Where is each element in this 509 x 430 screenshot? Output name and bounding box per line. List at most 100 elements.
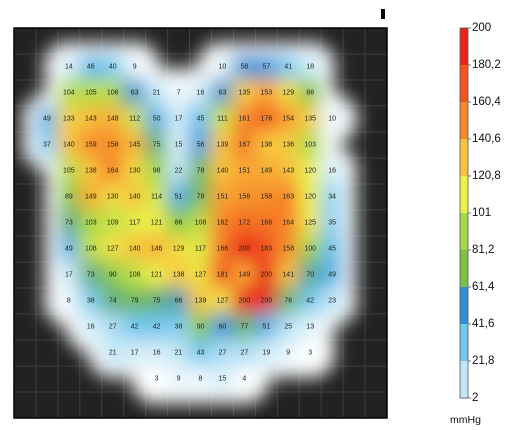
cell-value-label: 63 — [219, 90, 227, 97]
cell-value-label: 149 — [260, 168, 272, 175]
cell-value-label: 7 — [177, 90, 181, 97]
cell-value-label: 77 — [240, 324, 248, 331]
heat-cell — [166, 157, 191, 185]
cell-value-label: 121 — [151, 220, 163, 227]
heat-cell — [298, 235, 323, 263]
heat-cell — [188, 183, 213, 211]
cell-value-label: 151 — [239, 168, 251, 175]
heat-cell — [298, 157, 323, 185]
legend-tick-label: 81,2 — [472, 244, 494, 256]
cell-value-label: 130 — [107, 194, 119, 201]
cell-value-label: 164 — [107, 168, 119, 175]
cell-value-label: 17 — [65, 272, 73, 279]
cell-value-label: 176 — [260, 116, 272, 123]
heat-cell — [254, 53, 279, 81]
heat-cell — [276, 131, 301, 159]
heat-cell — [56, 105, 81, 133]
heat-cell — [100, 339, 125, 367]
cell-value-label: 166 — [217, 246, 229, 253]
heat-cell — [298, 287, 323, 315]
legend-swatch — [460, 287, 468, 325]
cell-value-label: 98 — [153, 168, 161, 175]
cell-value-label: 50 — [153, 116, 161, 123]
cell-value-label: 133 — [63, 116, 75, 123]
heat-cell — [78, 287, 103, 315]
heat-cell — [166, 313, 191, 341]
cell-value-label: 63 — [131, 90, 139, 97]
heat-cell — [144, 313, 169, 341]
heat-cell — [188, 79, 213, 107]
heat-cell — [276, 287, 301, 315]
heat-cell — [276, 105, 301, 133]
heat-cell — [254, 79, 279, 107]
cell-value-label: 19 — [262, 350, 270, 357]
cell-value-label: 138 — [260, 142, 272, 149]
heat-cell — [276, 53, 301, 81]
cell-value-label: 158 — [282, 246, 294, 253]
heat-cell — [276, 313, 301, 341]
heat-cell — [298, 105, 323, 133]
heat-cell — [298, 53, 323, 81]
heat-cell — [298, 339, 323, 367]
cell-value-label: 16 — [87, 324, 95, 331]
heat-cell — [34, 105, 59, 133]
heat-cell — [298, 131, 323, 159]
heat-cell — [166, 365, 191, 393]
cell-value-label: 43 — [197, 350, 205, 357]
cell-value-label: 58 — [240, 64, 248, 71]
cell-value-label: 42 — [153, 324, 161, 331]
cell-value-label: 108 — [129, 272, 141, 279]
heat-cell — [210, 209, 235, 237]
cell-value-label: 22 — [175, 168, 183, 175]
heat-cell — [210, 53, 235, 81]
heat-cell — [254, 209, 279, 237]
heat-cell — [210, 105, 235, 133]
heat-cell — [100, 261, 125, 289]
cell-value-label: 140 — [129, 246, 141, 253]
heat-cell — [188, 365, 213, 393]
sensor-mat-frame — [13, 27, 388, 419]
heat-cell — [78, 131, 103, 159]
cell-value-label: 135 — [304, 116, 316, 123]
heat-cell — [188, 235, 213, 263]
heat-cell — [100, 209, 125, 237]
heat-cell — [78, 53, 103, 81]
heat-cell — [188, 105, 213, 133]
heat-cell — [298, 183, 323, 211]
heat-cell — [78, 209, 103, 237]
cell-value-label: 117 — [129, 220, 140, 227]
heat-cell — [122, 157, 147, 185]
cell-value-label: 135 — [239, 90, 251, 97]
heat-cell — [320, 183, 345, 211]
legend-tick-label: 160,4 — [472, 96, 501, 108]
cell-value-label: 105 — [85, 90, 97, 97]
cell-value-label: 21 — [153, 90, 161, 97]
cell-value-label: 145 — [129, 142, 141, 149]
heat-cell — [166, 131, 191, 159]
cell-value-label: 140 — [63, 142, 75, 149]
cell-value-label: 25 — [284, 324, 292, 331]
heat-cell — [56, 261, 81, 289]
cell-value-label: 106 — [107, 90, 119, 97]
cell-value-label: 200 — [239, 298, 251, 305]
cell-value-label: 49 — [328, 272, 336, 279]
cell-value-label: 57 — [262, 64, 270, 71]
heat-cell — [210, 365, 235, 393]
cell-value-label: 163 — [282, 194, 294, 201]
heat-cell — [232, 53, 257, 81]
heat-cell — [276, 339, 301, 367]
cell-value-label: 35 — [328, 220, 336, 227]
color-scale-legend: 200 180,2 160,4 140,6 120,8 101 81,2 61,4 41,6 21… — [450, 22, 501, 426]
heat-cell — [166, 79, 191, 107]
cell-value-label: 114 — [151, 194, 162, 201]
cell-value-label: 90 — [197, 324, 205, 331]
heat-cell — [144, 105, 169, 133]
cell-value-label: 37 — [43, 142, 51, 149]
heat-cell — [232, 235, 257, 263]
cell-value-label: 167 — [239, 142, 251, 149]
heat-cell — [166, 339, 191, 367]
heat-cell — [320, 209, 345, 237]
cell-value-label: 27 — [219, 350, 227, 357]
legend-swatch — [460, 213, 468, 251]
cell-value-label: 66 — [175, 298, 183, 305]
